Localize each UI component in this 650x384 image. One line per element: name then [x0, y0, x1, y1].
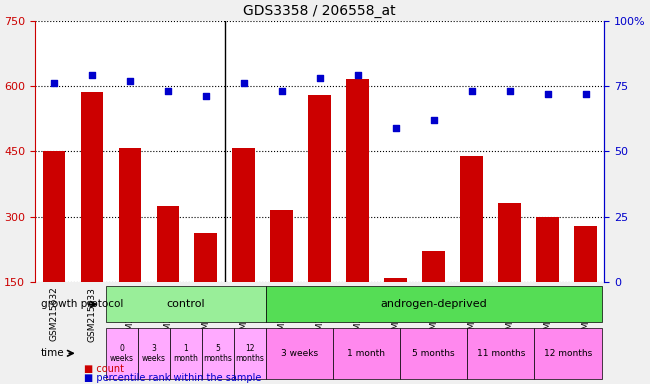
Text: 5
months: 5 months — [203, 344, 232, 363]
Bar — [574, 226, 597, 282]
Bar — [270, 210, 293, 282]
Title: GDS3358 / 206558_at: GDS3358 / 206558_at — [244, 4, 396, 18]
FancyBboxPatch shape — [266, 286, 602, 322]
Point — [504, 88, 515, 94]
Text: 12 months: 12 months — [544, 349, 592, 358]
Text: 1
month: 1 month — [174, 344, 198, 363]
FancyBboxPatch shape — [534, 328, 602, 379]
Point — [49, 80, 59, 86]
Text: 1 month: 1 month — [348, 349, 385, 358]
FancyBboxPatch shape — [266, 328, 333, 379]
Point — [391, 125, 401, 131]
Point — [277, 88, 287, 94]
Bar — [233, 148, 255, 282]
Point — [86, 72, 97, 78]
FancyBboxPatch shape — [467, 328, 534, 379]
Bar — [308, 94, 331, 282]
Text: 5 months: 5 months — [412, 349, 455, 358]
FancyBboxPatch shape — [106, 286, 266, 322]
Point — [125, 78, 135, 84]
Point — [467, 88, 477, 94]
Point — [352, 72, 363, 78]
Text: control: control — [166, 299, 205, 309]
Text: ■ count: ■ count — [84, 364, 125, 374]
Bar — [422, 252, 445, 282]
Point — [542, 91, 552, 97]
Bar — [460, 156, 483, 282]
Point — [201, 93, 211, 99]
Point — [239, 80, 249, 86]
Point — [315, 75, 325, 81]
Text: 11 months: 11 months — [476, 349, 525, 358]
Text: 3
weeks: 3 weeks — [142, 344, 166, 363]
FancyBboxPatch shape — [333, 328, 400, 379]
Point — [162, 88, 173, 94]
Bar — [157, 206, 179, 282]
Text: 0
weeks: 0 weeks — [110, 344, 134, 363]
Bar — [384, 278, 407, 282]
Text: 12
months: 12 months — [235, 344, 264, 363]
FancyBboxPatch shape — [138, 328, 170, 379]
FancyBboxPatch shape — [202, 328, 234, 379]
FancyBboxPatch shape — [234, 328, 266, 379]
Bar — [43, 151, 66, 282]
FancyBboxPatch shape — [106, 328, 138, 379]
Point — [428, 117, 439, 123]
Bar — [498, 204, 521, 282]
Bar — [194, 233, 217, 282]
Text: time: time — [41, 348, 64, 358]
Bar — [118, 148, 141, 282]
FancyBboxPatch shape — [170, 328, 202, 379]
FancyBboxPatch shape — [400, 328, 467, 379]
Text: 3 weeks: 3 weeks — [281, 349, 318, 358]
Bar — [536, 217, 559, 282]
Text: ■ percentile rank within the sample: ■ percentile rank within the sample — [84, 373, 262, 383]
Text: growth protocol: growth protocol — [41, 299, 123, 309]
Bar — [81, 93, 103, 282]
Text: androgen-deprived: androgen-deprived — [380, 299, 487, 309]
Bar — [346, 79, 369, 282]
Point — [580, 91, 591, 97]
